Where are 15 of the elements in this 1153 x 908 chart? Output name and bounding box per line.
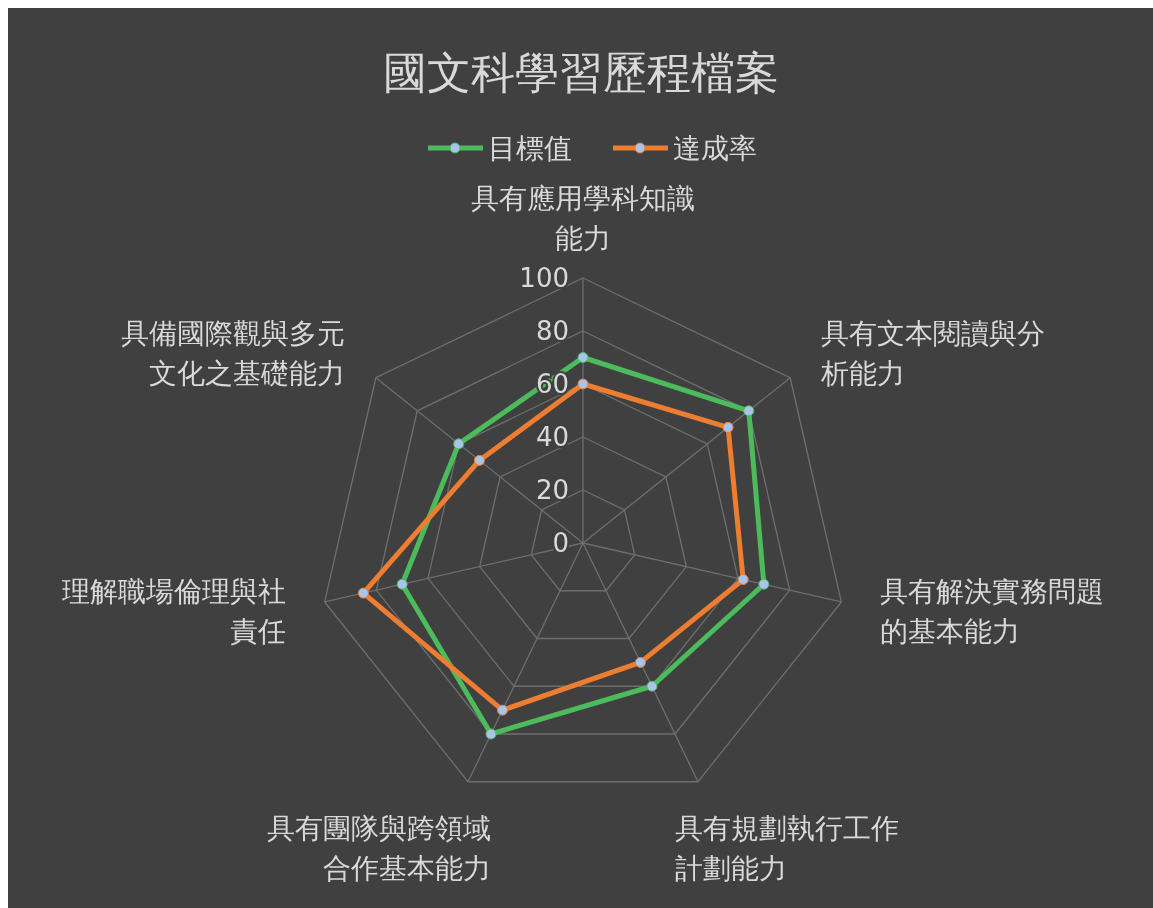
y-tick-label: 80: [535, 316, 569, 347]
y-tick-label: 40: [535, 422, 569, 453]
y-tick-label: 20: [535, 475, 569, 506]
spoke-label: 具有團隊與跨領域合作基本能力: [266, 811, 491, 885]
spoke-label: 具有應用學科知識能力: [471, 181, 695, 255]
chart-title: 國文科學習歷程檔案: [382, 47, 779, 98]
legend-label: 目標值: [488, 131, 572, 165]
spoke-label: 具有規劃執行工作計劃能力: [675, 811, 900, 885]
legend-label: 達成率: [673, 131, 757, 165]
y-tick-label: 100: [519, 263, 569, 294]
y-tick-label: 0: [552, 528, 569, 559]
spoke-label: 具有解決實務問題的基本能力: [880, 574, 1105, 648]
spoke-label: 理解職場倫理與社責任: [61, 574, 286, 648]
spoke-label: 具有文本閱讀與分析能力: [820, 316, 1046, 390]
spoke-label: 具備國際觀與多元文化之基礎能力: [120, 316, 345, 390]
